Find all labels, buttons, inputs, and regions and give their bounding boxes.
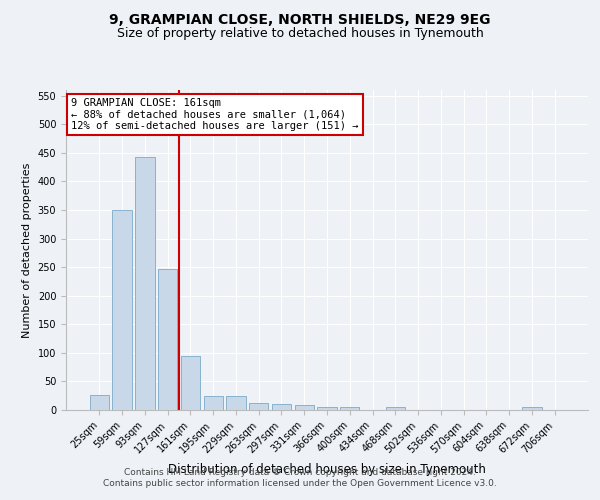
- Bar: [522, 407, 542, 410]
- Bar: [203, 396, 223, 410]
- Bar: [135, 157, 155, 410]
- X-axis label: Distribution of detached houses by size in Tynemouth: Distribution of detached houses by size …: [168, 463, 486, 476]
- Bar: [295, 406, 314, 410]
- Bar: [386, 407, 405, 410]
- Bar: [317, 407, 337, 410]
- Bar: [226, 396, 245, 410]
- Bar: [90, 394, 109, 410]
- Bar: [112, 210, 132, 410]
- Text: 9, GRAMPIAN CLOSE, NORTH SHIELDS, NE29 9EG: 9, GRAMPIAN CLOSE, NORTH SHIELDS, NE29 9…: [109, 12, 491, 26]
- Text: 9 GRAMPIAN CLOSE: 161sqm
← 88% of detached houses are smaller (1,064)
12% of sem: 9 GRAMPIAN CLOSE: 161sqm ← 88% of detach…: [71, 98, 359, 131]
- Bar: [272, 404, 291, 410]
- Bar: [181, 356, 200, 410]
- Text: Contains HM Land Registry data © Crown copyright and database right 2024.
Contai: Contains HM Land Registry data © Crown c…: [103, 468, 497, 487]
- Bar: [340, 407, 359, 410]
- Text: Size of property relative to detached houses in Tynemouth: Size of property relative to detached ho…: [116, 28, 484, 40]
- Bar: [158, 269, 178, 410]
- Bar: [249, 402, 268, 410]
- Y-axis label: Number of detached properties: Number of detached properties: [22, 162, 32, 338]
